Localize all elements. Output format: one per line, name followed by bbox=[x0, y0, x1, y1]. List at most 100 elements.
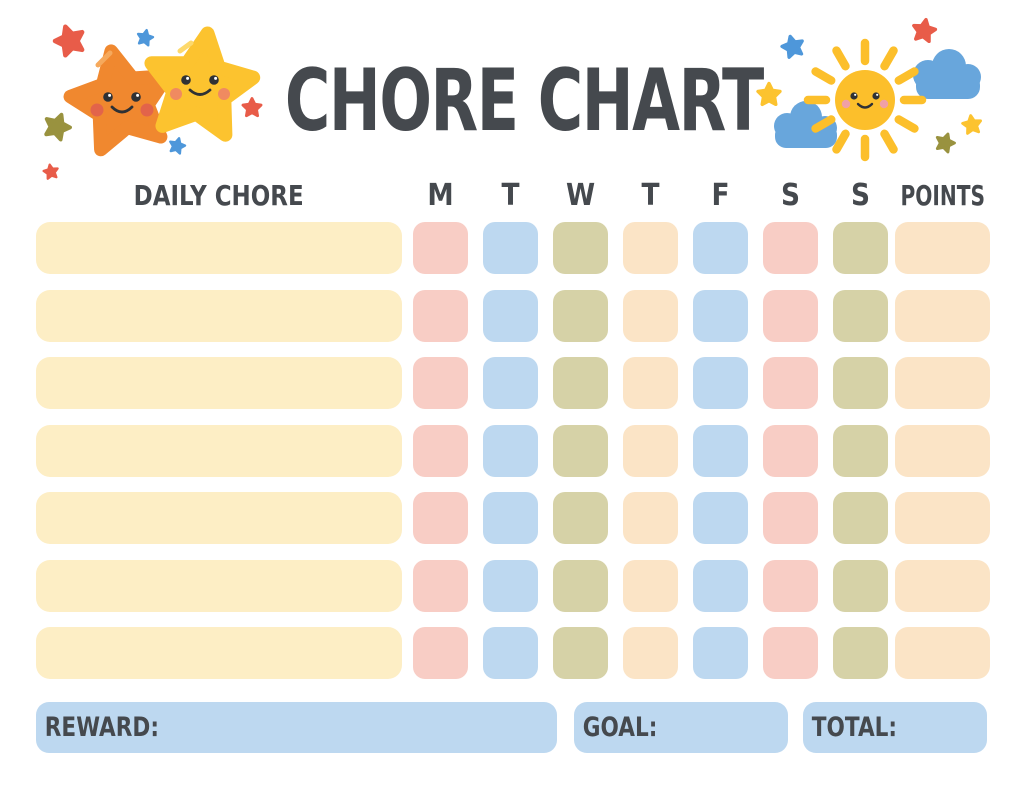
day-cell-s-5[interactable] bbox=[763, 424, 818, 477]
tiny-red-star-icon bbox=[41, 162, 61, 181]
points-header-label: POINTS bbox=[900, 178, 985, 212]
day-header-t-1: T bbox=[501, 177, 520, 213]
day-cell-w-2[interactable] bbox=[553, 627, 608, 679]
total-field[interactable]: TOTAL: bbox=[803, 702, 987, 753]
points-cell[interactable] bbox=[895, 222, 990, 274]
day-cell-w-2[interactable] bbox=[553, 289, 608, 342]
points-cell[interactable] bbox=[895, 424, 990, 477]
day-cell-s-5[interactable] bbox=[763, 222, 818, 274]
small-blue-star-icon bbox=[135, 27, 156, 48]
day-cell-s-5[interactable] bbox=[763, 627, 818, 679]
day-cell-m-0[interactable] bbox=[413, 357, 468, 409]
page-title: CHORE CHART bbox=[285, 51, 764, 151]
day-cell-s-6[interactable] bbox=[833, 357, 888, 409]
day-cell-t-1[interactable] bbox=[483, 627, 538, 679]
day-cell-w-2[interactable] bbox=[553, 492, 608, 544]
goal-field[interactable]: GOAL: bbox=[574, 702, 788, 753]
day-cell-f-4[interactable] bbox=[693, 222, 748, 274]
sun-clouds-illustration bbox=[756, 16, 984, 162]
reward-field[interactable]: REWARD: bbox=[36, 702, 557, 753]
chore-row-2 bbox=[0, 289, 1024, 342]
day-cells bbox=[413, 492, 888, 544]
day-cell-f-4[interactable] bbox=[693, 559, 748, 612]
day-cell-t-3[interactable] bbox=[623, 357, 678, 409]
points-cell[interactable] bbox=[895, 627, 990, 679]
points-cell[interactable] bbox=[895, 289, 990, 342]
points-cell[interactable] bbox=[895, 492, 990, 544]
small-blue-star-icon bbox=[166, 135, 188, 156]
day-cell-t-1[interactable] bbox=[483, 222, 538, 274]
day-cell-m-0[interactable] bbox=[413, 289, 468, 342]
day-cell-f-4[interactable] bbox=[693, 424, 748, 477]
day-cells bbox=[413, 289, 888, 342]
day-cell-w-2[interactable] bbox=[553, 424, 608, 477]
day-cell-t-3[interactable] bbox=[623, 492, 678, 544]
day-cell-t-1[interactable] bbox=[483, 357, 538, 409]
chore-name-cell[interactable] bbox=[36, 627, 402, 679]
day-header-w-2: W bbox=[565, 177, 596, 213]
chore-name-cell[interactable] bbox=[36, 357, 402, 409]
total-label: TOTAL: bbox=[811, 712, 898, 743]
chore-row-4 bbox=[0, 424, 1024, 477]
day-cell-t-3[interactable] bbox=[623, 424, 678, 477]
day-cell-s-6[interactable] bbox=[833, 424, 888, 477]
day-cell-m-0[interactable] bbox=[413, 424, 468, 477]
day-header-f-4: F bbox=[711, 177, 730, 213]
day-cell-m-0[interactable] bbox=[413, 492, 468, 544]
small-red-star-icon bbox=[52, 22, 88, 57]
day-cell-w-2[interactable] bbox=[553, 222, 608, 274]
small-yellow-star-icon bbox=[960, 112, 984, 136]
day-cell-f-4[interactable] bbox=[693, 492, 748, 544]
day-cell-s-5[interactable] bbox=[763, 559, 818, 612]
day-cell-w-2[interactable] bbox=[553, 357, 608, 409]
chore-row-5 bbox=[0, 492, 1024, 544]
small-blue-star-icon bbox=[778, 32, 808, 60]
points-cell[interactable] bbox=[895, 357, 990, 409]
day-cell-t-3[interactable] bbox=[623, 559, 678, 612]
chore-name-cell[interactable] bbox=[36, 424, 402, 477]
small-yellow-star-icon bbox=[756, 81, 782, 107]
day-cell-s-6[interactable] bbox=[833, 559, 888, 612]
chore-name-cell[interactable] bbox=[36, 492, 402, 544]
day-cell-f-4[interactable] bbox=[693, 627, 748, 679]
chore-name-cell[interactable] bbox=[36, 559, 402, 612]
day-cell-s-6[interactable] bbox=[833, 289, 888, 342]
day-cell-w-2[interactable] bbox=[553, 559, 608, 612]
day-cell-t-1[interactable] bbox=[483, 559, 538, 612]
day-cell-m-0[interactable] bbox=[413, 559, 468, 612]
day-header-s-6: S bbox=[850, 177, 871, 213]
day-cell-s-5[interactable] bbox=[763, 492, 818, 544]
day-header-m-0: M bbox=[427, 177, 454, 213]
day-cell-f-4[interactable] bbox=[693, 289, 748, 342]
day-cell-s-6[interactable] bbox=[833, 492, 888, 544]
daily-chore-header: DAILY CHORE bbox=[36, 179, 402, 212]
day-cell-m-0[interactable] bbox=[413, 627, 468, 679]
day-cell-s-5[interactable] bbox=[763, 357, 818, 409]
chore-row-6 bbox=[0, 559, 1024, 612]
title-wrap: CHORE CHART bbox=[285, 51, 764, 151]
day-cell-f-4[interactable] bbox=[693, 357, 748, 409]
day-cell-s-6[interactable] bbox=[833, 222, 888, 274]
day-cells bbox=[413, 559, 888, 612]
chore-name-cell[interactable] bbox=[36, 289, 402, 342]
sun-icon bbox=[803, 38, 927, 162]
reward-label: REWARD: bbox=[44, 712, 159, 743]
day-cell-m-0[interactable] bbox=[413, 222, 468, 274]
day-cell-s-6[interactable] bbox=[833, 627, 888, 679]
stars-illustration bbox=[39, 5, 265, 181]
chore-grid bbox=[0, 222, 1024, 695]
day-cell-t-3[interactable] bbox=[623, 289, 678, 342]
day-cell-t-1[interactable] bbox=[483, 492, 538, 544]
day-cell-t-3[interactable] bbox=[623, 222, 678, 274]
day-cell-t-1[interactable] bbox=[483, 424, 538, 477]
points-cell[interactable] bbox=[895, 559, 990, 612]
orange-star-icon bbox=[63, 41, 179, 154]
chore-row-3 bbox=[0, 357, 1024, 409]
day-cell-s-5[interactable] bbox=[763, 289, 818, 342]
day-cell-t-1[interactable] bbox=[483, 289, 538, 342]
cloud-icon bbox=[913, 49, 981, 99]
chore-name-cell[interactable] bbox=[36, 222, 402, 274]
day-cell-t-3[interactable] bbox=[623, 627, 678, 679]
